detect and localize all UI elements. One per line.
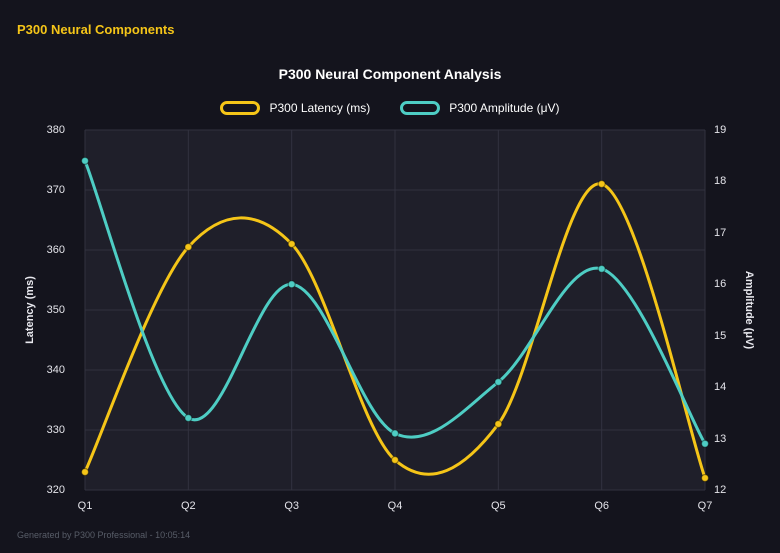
latency-data-point [80,467,90,477]
chart-plot-area [80,129,710,491]
legend-item-latency[interactable]: P300 Latency (ms) [220,101,370,115]
latency-data-point [287,239,296,249]
legend-label-latency: P300 Latency (ms) [269,101,371,115]
x-axis-tick-label: Q7 [697,500,713,512]
right-axis-tick-label: 15 [714,329,727,342]
left-axis-tick-label: 330 [46,424,65,436]
x-axis-tick-label: Q6 [594,500,609,512]
latency-data-point [700,473,710,483]
page-title: P300 Neural Components [17,22,175,37]
left-axis-tick-label: 370 [46,184,65,196]
legend-label-amplitude: P300 Amplitude (μV) [449,101,560,115]
right-axis-tick-label: 12 [714,484,727,496]
left-axis-tick-label: 340 [46,364,65,376]
x-axis-tick-label: Q3 [284,500,299,512]
right-axis-ticks: 19 18 17 16 15 14 13 12 [714,124,774,496]
right-axis-tick-label: 18 [714,175,727,188]
x-axis-tick-label: Q4 [387,500,403,512]
amplitude-data-point [184,413,193,423]
amplitude-data-point [700,439,710,448]
latency-data-point [184,242,193,252]
amplitude-line-swatch [400,101,441,115]
left-axis-tick-label: 350 [46,304,65,316]
legend-item-amplitude[interactable]: P300 Amplitude (μV) [400,101,560,115]
chart-legend: P300 Latency (ms) P300 Amplitude (μV) [0,101,780,115]
amplitude-data-point [597,264,606,273]
right-axis-tick-label: 14 [714,381,727,394]
left-axis-tick-label: 380 [46,124,65,136]
right-axis-tick-label: 16 [714,278,727,291]
amplitude-data-point [494,377,503,387]
x-axis-tick-label: Q1 [77,500,93,512]
left-axis-ticks: 380 370 360 350 340 330 320 [0,124,75,496]
latency-data-point [597,179,606,189]
amplitude-data-point [80,156,90,165]
amplitude-data-point [287,280,296,289]
amplitude-data-point [390,429,400,438]
x-axis-tick-label: Q5 [490,500,506,512]
left-axis-tick-label: 360 [46,244,65,256]
right-axis-tick-label: 17 [714,226,727,239]
chart-title: P300 Neural Component Analysis [278,66,502,82]
latency-data-point [390,455,400,465]
left-axis-tick-label: 320 [46,484,65,496]
right-axis-tick-label: 19 [714,124,727,136]
latency-line-swatch [220,101,261,115]
x-axis-ticks: Q1 Q2 Q3 Q4 Q5 Q6 Q7 [78,500,713,516]
latency-data-point [494,419,503,429]
footer-note: Generated by P300 Professional - 10:05:1… [17,530,191,540]
right-axis-tick-label: 13 [714,432,727,445]
x-axis-tick-label: Q2 [180,500,196,512]
